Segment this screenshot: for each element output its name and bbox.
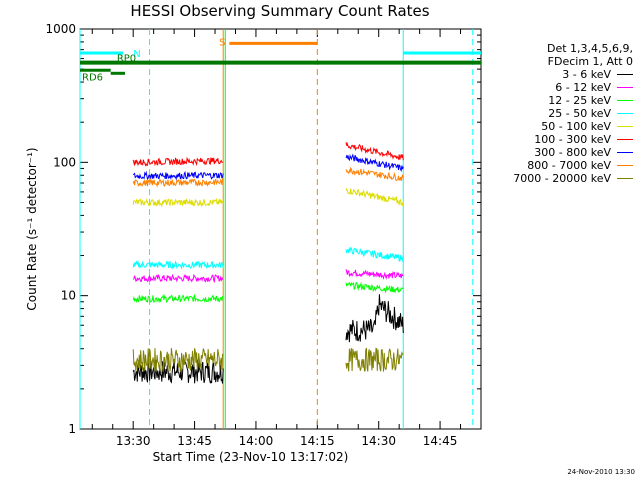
series-line	[345, 246, 404, 263]
x-tick-label: 13:30	[116, 434, 151, 448]
x-tick-label: 14:15	[300, 434, 335, 448]
x-tick-label: 14:00	[239, 434, 274, 448]
legend-label: 6 - 12 keV	[555, 81, 611, 94]
legend-label: 12 - 25 keV	[548, 94, 611, 107]
series-line	[132, 273, 224, 284]
legend-entry: 12 - 25 keV	[483, 94, 633, 107]
legend-swatch	[617, 165, 633, 166]
legend-swatch	[617, 152, 633, 153]
series-line	[345, 281, 404, 294]
y-axis-label: Count Rate (s⁻¹ detector⁻¹)	[25, 147, 39, 310]
legend-entry: 3 - 6 keV	[483, 68, 633, 81]
legend-swatch	[617, 139, 633, 140]
legend-label: 100 - 300 keV	[534, 133, 611, 146]
legend-entry: 50 - 100 keV	[483, 120, 633, 133]
legend-entry: 25 - 50 keV	[483, 107, 633, 120]
series-line	[345, 269, 404, 280]
legend-swatch	[617, 178, 633, 179]
y-tick-label: 1000	[45, 22, 76, 36]
legend-label: 7000 - 20000 keV	[513, 172, 611, 185]
series-line	[132, 177, 224, 188]
legend-swatch	[617, 74, 633, 75]
series-line	[345, 153, 404, 173]
series-line	[132, 260, 224, 270]
legend-swatch	[617, 87, 633, 88]
x-tick-label: 14:45	[423, 434, 458, 448]
series-line	[132, 197, 224, 208]
series-line	[345, 347, 404, 372]
legend-entry: 6 - 12 keV	[483, 81, 633, 94]
series-line	[132, 170, 224, 181]
legend-entry: 300 - 800 keV	[483, 146, 633, 159]
series-line	[132, 156, 224, 167]
y-tick-label: 10	[61, 289, 76, 303]
y-tick-label: 1	[68, 422, 76, 436]
footer-timestamp: 24-Nov-2010 13:30	[567, 468, 635, 476]
legend-swatch	[617, 100, 633, 101]
x-axis-label: Start Time (23-Nov-10 13:17:02)	[153, 450, 349, 464]
legend-swatch	[617, 126, 633, 127]
series-line	[345, 294, 404, 343]
series-line	[345, 188, 404, 207]
series-line	[345, 166, 404, 182]
chart-title: HESSI Observing Summary Count Rates	[130, 2, 430, 20]
series-line	[345, 141, 404, 161]
flag-label-n: N	[133, 49, 140, 60]
series-line	[132, 293, 224, 304]
legend-label: 50 - 100 keV	[541, 120, 611, 133]
legend-header-line-1: Det 1,3,4,5,6,9,	[546, 42, 633, 55]
legend-label: 25 - 50 keV	[548, 107, 611, 120]
legend-entry: 7000 - 20000 keV	[483, 172, 633, 185]
y-tick-label: 100	[53, 155, 76, 169]
legend: Det 1,3,4,5,6,9, FDecim 1, Att 0 3 - 6 k…	[483, 42, 633, 185]
flag-label-s: S	[219, 37, 225, 48]
legend-label: 800 - 7000 keV	[527, 159, 611, 172]
x-tick-label: 14:30	[361, 434, 396, 448]
legend-swatch	[617, 113, 633, 114]
x-tick-label: 13:45	[177, 434, 212, 448]
legend-entry: 100 - 300 keV	[483, 133, 633, 146]
flag-label-rp0: RP0	[117, 54, 136, 65]
series-line	[132, 348, 224, 372]
legend-label: 3 - 6 keV	[562, 68, 611, 81]
legend-entry: 800 - 7000 keV	[483, 159, 633, 172]
flag-label-rd6: RD6	[82, 72, 103, 83]
legend-label: 300 - 800 keV	[534, 146, 611, 159]
legend-header-line-2: FDecim 1, Att 0	[547, 55, 633, 68]
